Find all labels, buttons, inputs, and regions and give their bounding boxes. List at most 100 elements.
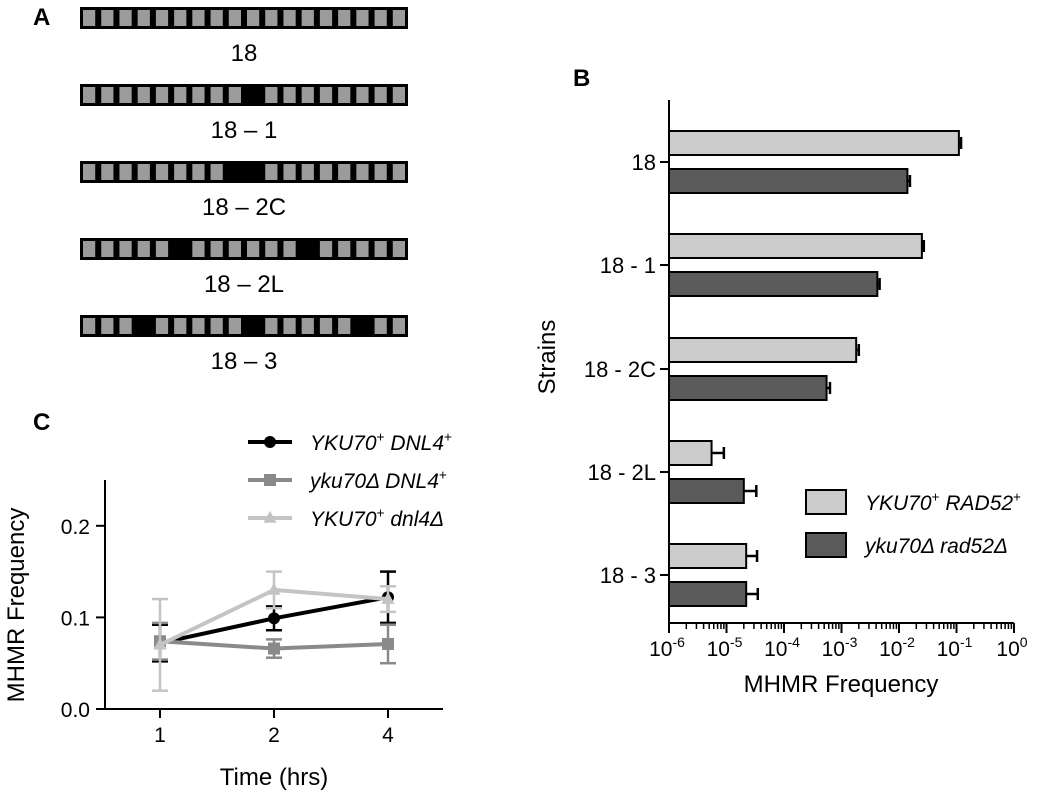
bar <box>668 233 923 259</box>
repeat-segment <box>174 10 187 26</box>
repeat-segment <box>338 164 351 180</box>
legend-label-part: + <box>439 468 447 483</box>
construct-label: 18 <box>231 40 258 67</box>
legend-label-part: + <box>377 506 385 521</box>
legend-label-part: + <box>1013 490 1021 505</box>
repeat-segment <box>83 164 96 180</box>
x-tick-label: 4 <box>382 724 394 747</box>
marker-square <box>382 637 394 650</box>
repeat-segment <box>392 318 405 334</box>
repeat-segment <box>83 10 96 26</box>
legend-swatch <box>805 532 847 558</box>
x-tick-label: 10-4 <box>764 634 800 661</box>
repeat-segment <box>101 241 114 257</box>
repeat-segment <box>374 318 387 334</box>
panel-b-xlabel: MHMR Frequency <box>744 671 939 698</box>
repeat-segment <box>265 10 278 26</box>
marker-triangle <box>381 591 395 604</box>
repeat-segment <box>192 318 205 334</box>
x-tick-exponent: -4 <box>787 634 800 650</box>
repeat-segment <box>137 87 150 103</box>
repeat-segment <box>155 87 169 103</box>
bar <box>668 478 745 504</box>
marker-square <box>264 474 276 486</box>
repeat-segment <box>119 241 132 257</box>
mutation-segment <box>134 315 153 337</box>
panel-c: C MHMR Frequency Time (hrs) 0.0 0.1 0.2 1 2 4… <box>3 409 452 791</box>
construct-label: 18 – 1 <box>211 117 278 144</box>
legend-label: YKU70+ DNL4+ <box>310 430 452 455</box>
repeat-segment <box>119 87 132 103</box>
repeat-segment <box>283 241 296 257</box>
panel-b: B Strains MHMR Frequency 10-6 10-5 10-4 10-… <box>534 65 1028 698</box>
repeat-segment <box>192 10 205 26</box>
repeat-segment <box>228 87 241 103</box>
repeat-segment <box>319 241 333 257</box>
legend-label-part: + <box>377 430 385 445</box>
mutation-segment <box>171 238 190 260</box>
panel-c-ylabel: MHMR Frequency <box>3 508 30 703</box>
legend-label: YKU70+ dnl4Δ <box>310 506 444 531</box>
repeat-segment <box>265 164 278 180</box>
legend-swatch <box>805 489 847 515</box>
repeat-segment <box>137 164 150 180</box>
repeat-segment <box>83 318 96 334</box>
repeat-segment <box>192 241 205 257</box>
repeat-segment <box>247 241 260 257</box>
repeat-segment <box>356 87 369 103</box>
legend-label-part: dnl4Δ <box>385 508 445 531</box>
repeat-segment <box>210 10 223 26</box>
repeat-segment <box>301 87 314 103</box>
category-label: 18 - 2L <box>588 460 657 485</box>
panel-b-label: B <box>573 65 590 92</box>
repeat-segment <box>374 87 387 103</box>
repeat-segment <box>356 164 369 180</box>
legend-label: YKU70+ RAD52+ <box>865 490 1021 515</box>
legend-label: yku70Δ DNL4+ <box>308 468 447 493</box>
bar <box>668 130 960 156</box>
legend-label: yku70Δ rad52Δ <box>863 535 1008 558</box>
repeat-segment <box>301 318 314 334</box>
repeat-segment <box>101 318 114 334</box>
repeat-segment <box>119 318 132 334</box>
mutation-segment <box>353 315 372 337</box>
repeat-segment <box>392 241 405 257</box>
repeat-segment <box>137 10 150 26</box>
repeat-segment <box>210 241 223 257</box>
repeat-segment <box>338 87 351 103</box>
x-tick-base: 10 <box>937 638 960 661</box>
legend-label-part: DNL4 <box>385 432 445 455</box>
bar <box>668 337 858 363</box>
repeat-segment <box>83 87 96 103</box>
category-label: 18 - 1 <box>600 253 656 278</box>
x-tick-base: 10 <box>649 638 672 661</box>
repeat-segment <box>192 164 205 180</box>
repeat-segment <box>101 10 114 26</box>
repeat-segment <box>319 87 333 103</box>
x-tick-base: 10 <box>879 638 902 661</box>
repeat-segment <box>174 87 187 103</box>
repeat-segment <box>374 164 387 180</box>
x-tick-label: 10-5 <box>707 634 743 661</box>
repeat-segment <box>392 164 405 180</box>
repeat-segment <box>338 318 351 334</box>
legend-label-part: yku70Δ rad52Δ <box>863 535 1008 558</box>
repeat-segment <box>119 164 132 180</box>
legend-label-part: RAD52 <box>940 492 1014 515</box>
repeat-segment <box>319 164 333 180</box>
repeat-segment <box>192 87 205 103</box>
repeat-segment <box>228 10 241 26</box>
mutation-segment <box>225 161 244 183</box>
category-label: 18 - 2C <box>584 357 656 382</box>
repeat-segment <box>210 164 223 180</box>
x-tick-label: 100 <box>996 634 1027 661</box>
repeat-segment <box>174 164 187 180</box>
repeat-segment <box>155 164 169 180</box>
x-tick-label: 10-6 <box>649 634 685 661</box>
legend-label-part: + <box>444 430 452 445</box>
marker-square <box>268 642 280 655</box>
legend-label-part: YKU70 <box>310 432 377 455</box>
repeat-segment <box>392 87 405 103</box>
repeat-segment <box>283 164 296 180</box>
